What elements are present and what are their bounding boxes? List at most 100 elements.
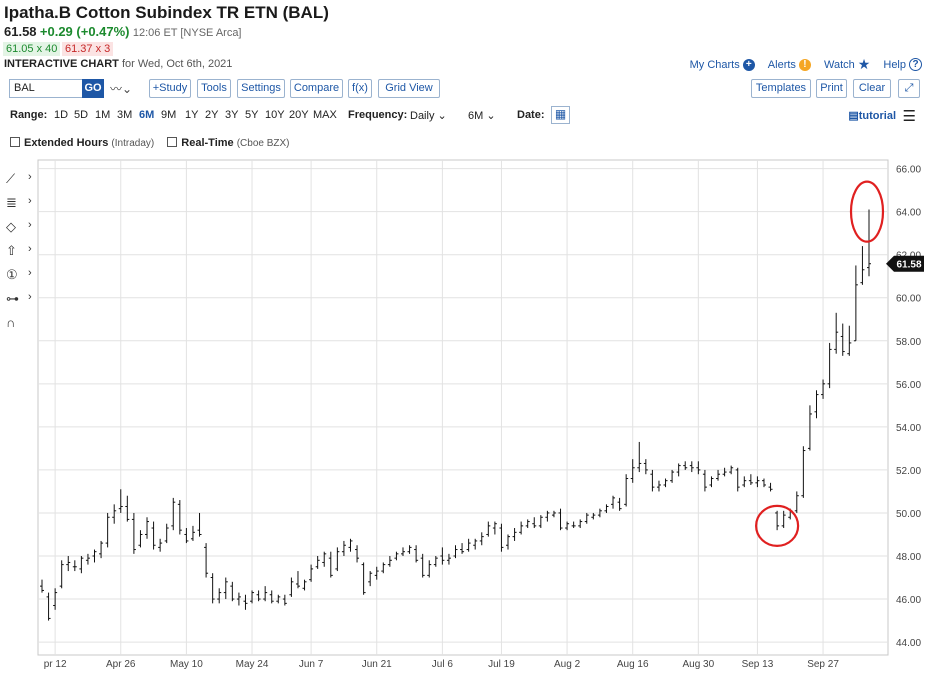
ohlc-bar <box>512 528 517 541</box>
clear-button[interactable]: Clear <box>853 79 891 98</box>
range-5y[interactable]: 5Y <box>245 109 259 121</box>
range-20y[interactable]: 20Y <box>289 109 309 121</box>
real-time-checkbox[interactable] <box>167 137 178 147</box>
watch-link[interactable]: Watch ★ <box>824 56 870 73</box>
settings-button[interactable]: Settings <box>237 79 285 98</box>
interactive-chart-title: INTERACTIVE CHART for Wed, Oct 6th, 2021 <box>4 58 232 70</box>
study-button[interactable]: +Study <box>149 79 191 98</box>
ohlc-bar <box>479 532 484 546</box>
ohlc-bar <box>66 556 71 572</box>
frequency-select[interactable]: Daily ⌄ <box>410 109 447 122</box>
interactive-date: for Wed, Oct 6th, 2021 <box>121 58 233 70</box>
ohlc-bar <box>256 590 261 602</box>
range-9m[interactable]: 9M <box>161 109 177 121</box>
measure-tool-icon[interactable]: ⊶ › <box>6 291 32 306</box>
go-button[interactable]: GO <box>82 79 104 98</box>
ohlc-bar <box>643 459 648 475</box>
frequency-label: Frequency: <box>348 109 408 121</box>
range-3y[interactable]: 3Y <box>225 109 239 121</box>
x-tick-label: Apr 26 <box>106 659 136 670</box>
range-2y[interactable]: 2Y <box>205 109 219 121</box>
range-1y[interactable]: 1Y <box>185 109 199 121</box>
tutorial-link[interactable]: ▤tutorial <box>848 110 896 122</box>
help-link[interactable]: Help? <box>883 58 922 71</box>
extended-hours-note: (Intraday) <box>111 138 155 149</box>
calendar-icon[interactable]: ▦ <box>551 106 570 124</box>
ohlc-bar <box>473 538 478 550</box>
compare-button[interactable]: Compare <box>290 79 343 98</box>
range-3m[interactable]: 3M <box>117 109 133 121</box>
ohlc-bar <box>394 551 399 561</box>
ohlc-bar <box>40 579 44 593</box>
x-tick-label: Jul 19 <box>488 659 515 670</box>
shape-tool-icon[interactable]: ◇ › <box>6 219 32 234</box>
line-tool-icon[interactable]: ⟋ › <box>6 171 32 186</box>
alerts-label: Alerts <box>767 58 796 71</box>
range-5d[interactable]: 5D <box>74 109 89 121</box>
quote-line: 61.58 +0.29 (+0.47%) 12:06 ET [NYSE Arca… <box>4 24 242 39</box>
ohlc-bar <box>210 573 215 604</box>
ohlc-bar <box>558 508 563 531</box>
my-charts-link[interactable]: My Charts + <box>690 58 755 71</box>
fx-button[interactable]: f(x) <box>348 79 372 98</box>
options-row: Extended Hours (Intraday) Real-Time (Cbo… <box>0 137 290 149</box>
period-select[interactable]: 6M ⌄ <box>468 109 496 122</box>
range-toolbar: Range: 1D 5D 1M 3M 6M 9M 1Y 2Y 3Y 5Y 10Y… <box>0 106 936 126</box>
x-tick-label: May 10 <box>170 659 203 670</box>
ohlc-bar <box>814 390 819 419</box>
star-icon: ★ <box>857 56 871 72</box>
menu-icon[interactable]: ☰ <box>902 108 916 125</box>
extended-hours-checkbox[interactable] <box>10 137 20 147</box>
ohlc-bar <box>92 549 97 563</box>
chart-type-icon[interactable]: 〰⌄ <box>110 82 133 96</box>
print-button[interactable]: Print <box>816 79 847 98</box>
arrow-tool-icon[interactable]: ⇧ › <box>6 243 32 258</box>
fib-tool-icon[interactable]: ≣ › <box>6 195 32 210</box>
ohlc-bar <box>545 510 550 522</box>
magnet-icon[interactable]: ∩ <box>6 315 16 330</box>
date-label: Date: <box>517 109 545 121</box>
frequency-value: Daily <box>410 110 435 122</box>
alerts-link[interactable]: Alerts! <box>767 58 811 71</box>
ohlc-bar <box>190 525 195 541</box>
ohlc-bar <box>276 594 281 604</box>
ohlc-bar <box>302 579 307 591</box>
ohlc-bar <box>702 469 707 492</box>
last-price-tag <box>886 255 924 272</box>
range-max[interactable]: MAX <box>313 109 337 121</box>
x-tick-label: Sep 13 <box>742 659 774 670</box>
alert-icon: ! <box>798 58 811 71</box>
ohlc-bar <box>282 594 287 606</box>
ohlc-bar <box>860 246 865 285</box>
grid-view-button[interactable]: Grid View <box>378 79 440 98</box>
range-10y[interactable]: 10Y <box>265 109 285 121</box>
annotation-tool-icon[interactable]: ① › <box>6 267 32 282</box>
ohlc-bar <box>269 590 274 604</box>
ohlc-bar <box>670 469 675 483</box>
tutorial-label: tutorial <box>858 110 896 122</box>
ohlc-bar <box>506 534 511 550</box>
ohlc-bar <box>867 209 871 277</box>
ohlc-bar <box>289 577 294 597</box>
ohlc-bar <box>197 512 202 537</box>
ohlc-bar <box>663 478 668 488</box>
ohlc-bar <box>341 540 346 556</box>
templates-button[interactable]: Templates <box>751 79 811 98</box>
ohlc-bar <box>742 476 747 488</box>
ohlc-bar <box>236 592 241 606</box>
last-price-label: 61.58 <box>896 260 921 271</box>
range-1d[interactable]: 1D <box>54 109 69 121</box>
ohlc-bar <box>322 551 327 567</box>
range-1m[interactable]: 1M <box>95 109 111 121</box>
tools-button[interactable]: Tools <box>197 79 231 98</box>
ohlc-bar <box>519 521 524 535</box>
range-6m[interactable]: 6M <box>139 109 155 121</box>
ohlc-bar <box>755 476 760 488</box>
ohlc-bar <box>807 405 812 451</box>
y-tick-label: 46.00 <box>896 595 921 606</box>
expand-icon[interactable]: ⤢ <box>898 79 920 98</box>
ohlc-bar <box>99 540 104 559</box>
ohlc-bar <box>486 521 491 537</box>
x-tick-label: Aug 2 <box>554 659 581 670</box>
